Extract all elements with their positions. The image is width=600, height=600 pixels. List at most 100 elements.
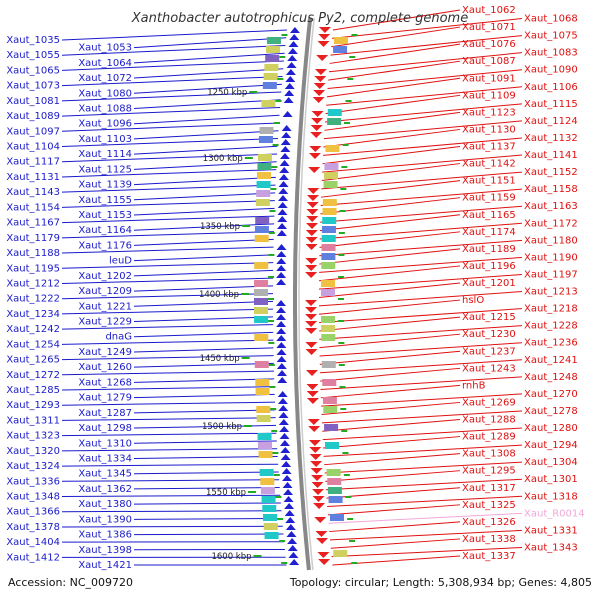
forward-gene-category-block: [260, 487, 275, 494]
left-gene-label: Xaut_1176: [78, 240, 132, 251]
reverse-gene-category-block: [322, 379, 337, 386]
left-label-connector: [61, 494, 281, 498]
scale-ticks: 1250 kbp 1300 kbp 1350 kbp 1400 kbp 1450 kbp…: [199, 34, 358, 564]
reverse-gene-arrow: [307, 419, 320, 425]
reverse-gene-arrow: [305, 321, 318, 327]
right-label-connector: [332, 18, 523, 39]
left-gene-label: Xaut_1320: [6, 446, 60, 457]
reverse-gene-arrow: [305, 314, 318, 320]
right-label-connector: [328, 512, 523, 524]
forward-gene-arrow: [277, 216, 288, 222]
forward-gene-category-block: [254, 307, 269, 314]
left-gene-label: Xaut_1254: [6, 339, 60, 350]
reverse-gene-arrow: [305, 307, 318, 313]
forward-gene-arrow: [282, 111, 293, 117]
forward-gene-category-block: [256, 172, 271, 179]
right-label-connector: [324, 453, 461, 466]
right-label-connector: [322, 137, 523, 156]
forward-gene-category-block: [265, 55, 280, 62]
left-label-connector: [133, 37, 287, 49]
right-gene-label: Xaut_1076: [462, 39, 516, 50]
right-label-connector: [326, 86, 523, 106]
left-gene-label: Xaut_1265: [6, 355, 60, 366]
left-label-connector: [133, 502, 281, 505]
right-gene-label: Xaut_1174: [462, 227, 516, 238]
right-label-connector: [321, 393, 523, 407]
reverse-gene-category-block: [333, 550, 348, 557]
left-label-connector: [61, 355, 274, 361]
accession-text: Accession: NC_009720: [8, 576, 133, 589]
left-gene-label: Xaut_1114: [78, 149, 132, 160]
right-gene-label: Xaut_1141: [524, 150, 578, 161]
left-label-connector: [133, 130, 279, 140]
forward-gene-category-block: [256, 406, 271, 413]
reverse-gene-arrow: [314, 69, 327, 75]
left-label-connector: [61, 122, 280, 132]
right-gene-label: Xaut_1289: [462, 432, 516, 443]
right-gene-label: Xaut_1243: [462, 363, 516, 374]
forward-gene-arrow: [286, 531, 297, 537]
forward-gene-arrow: [278, 419, 289, 425]
left-gene-label: Xaut_1293: [6, 400, 60, 411]
right-gene-label: Xaut_1075: [524, 31, 578, 42]
forward-gene-arrow: [276, 328, 287, 334]
forward-gene-arrow: [276, 356, 287, 362]
left-gene-label: Xaut_1153: [78, 210, 132, 221]
reverse-gene-category-block: [321, 226, 336, 233]
forward-gene-category-block: [258, 442, 273, 449]
reverse-gene-arrow: [306, 195, 319, 201]
right-label-connector: [323, 444, 523, 457]
left-gene-label: Xaut_1202: [78, 271, 132, 282]
left-gene-label: Xaut_1234: [6, 309, 60, 320]
reverse-gene-arrow: [308, 426, 321, 432]
forward-gene-arrow: [276, 342, 287, 348]
left-gene-label: Xaut_1179: [6, 233, 60, 244]
left-gene-label: Xaut_1404: [6, 537, 60, 548]
right-gene-label: Xaut_1325: [462, 500, 516, 511]
left-gene-label: Xaut_1324: [6, 461, 60, 472]
reverse-gene-arrow: [306, 223, 319, 229]
right-gene-label: Xaut_1190: [524, 252, 578, 263]
reverse-gene-category-block: [328, 496, 343, 503]
right-gene-label: Xaut_1132: [524, 133, 578, 144]
reverse-gene-arrow: [318, 27, 331, 33]
right-label-connector: [319, 231, 461, 248]
right-gene-label: Xaut_1152: [524, 167, 578, 178]
left-gene-label: Xaut_1334: [78, 453, 132, 464]
left-gene-label: Xaut_1089: [6, 111, 60, 122]
right-gene-label: Xaut_1215: [462, 312, 516, 323]
left-gene-label: Xaut_1055: [6, 50, 60, 61]
forward-gene-arrow: [276, 244, 287, 250]
genome-backbone: [293, 17, 315, 571]
reverse-gene-arrow: [305, 237, 318, 243]
forward-gene-category-block: [263, 73, 278, 80]
right-gene-label: Xaut_1318: [524, 491, 578, 502]
left-label-connector: [61, 324, 274, 330]
reverse-gene-arrow: [311, 482, 324, 488]
forward-gene-category-block: [255, 217, 270, 224]
right-label-connector: [321, 401, 461, 416]
forward-gene-category-block: [259, 469, 274, 476]
right-gene-label: Xaut_R0014: [524, 508, 585, 519]
right-label-connector: [329, 521, 461, 533]
reverse-gene-arrow: [305, 342, 318, 348]
left-gene-label: Xaut_1154: [6, 202, 60, 213]
reverse-gene-arrow: [311, 118, 324, 124]
forward-gene-arrow: [276, 265, 287, 271]
right-label-connector: [327, 495, 523, 507]
left-label-connector: [61, 308, 274, 315]
forward-gene-arrow: [285, 69, 296, 75]
backbone-arc-inner: [298, 17, 315, 571]
reverse-gene-category-block: [322, 397, 337, 404]
right-label-connector: [319, 222, 523, 240]
forward-gene-arrow: [289, 34, 300, 40]
reverse-gene-arrow: [309, 146, 322, 152]
reverse-gene-arrow: [305, 349, 318, 355]
reverse-gene-arrow: [305, 230, 318, 236]
right-label-connector: [319, 316, 461, 332]
reverse-gene-category-block: [327, 118, 342, 125]
forward-gene-category-block: [264, 64, 279, 71]
left-label-connector: [61, 386, 275, 391]
forward-gene-arrow: [288, 552, 299, 558]
left-label-connector: [133, 486, 280, 490]
